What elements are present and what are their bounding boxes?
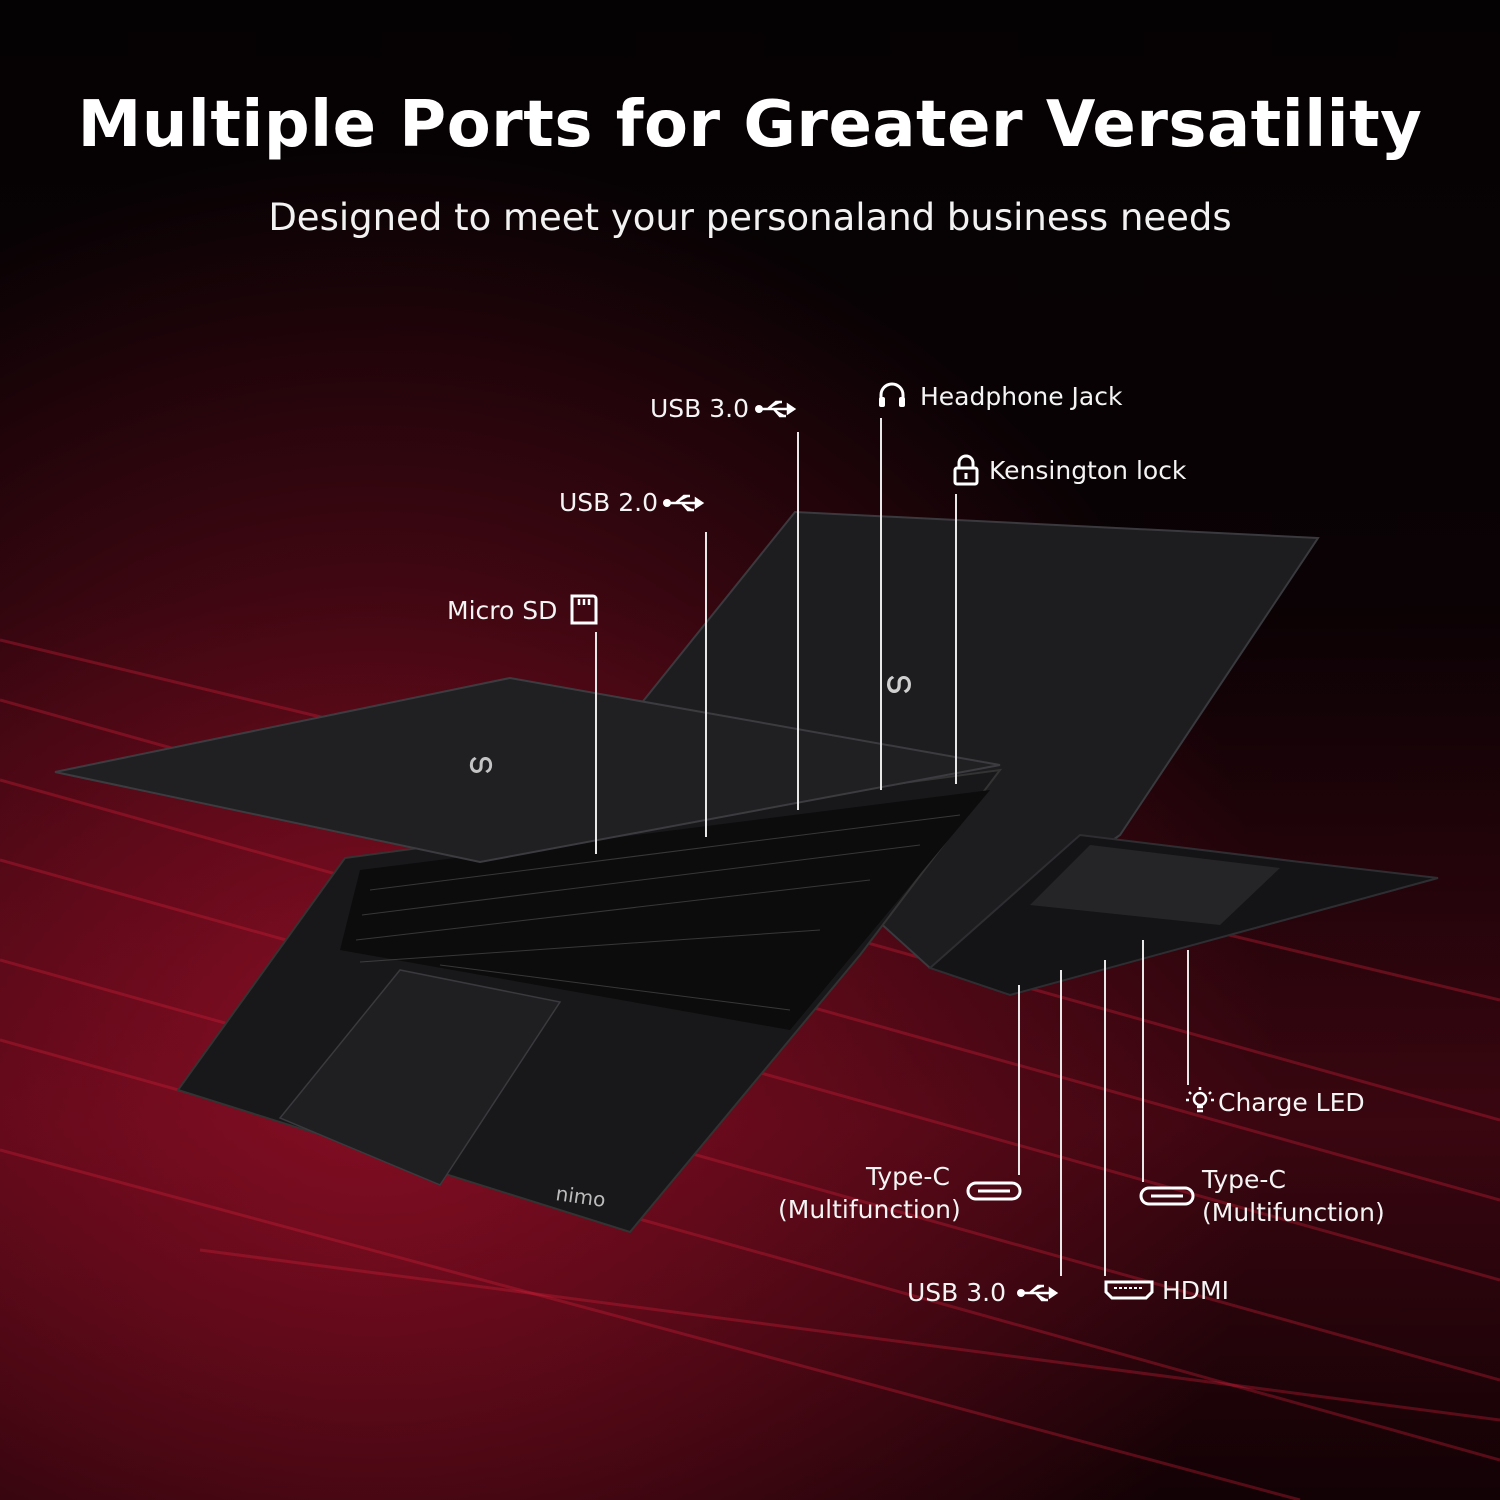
usb-c-icon <box>1139 1186 1195 1206</box>
label-typec-right: Type-C <box>1202 1165 1286 1194</box>
leader-line-headphone <box>880 418 882 790</box>
label-kensington-lock: Kensington lock <box>989 456 1187 485</box>
usb-icon <box>663 494 705 512</box>
hdmi-icon <box>1104 1280 1154 1300</box>
label-typec-right-sub: (Multifunction) <box>1202 1198 1385 1227</box>
usb-icon <box>1017 1284 1059 1302</box>
lock-icon <box>953 454 979 486</box>
back-lid-logo: ഗ <box>885 666 911 699</box>
label-usb20: USB 2.0 <box>559 488 659 517</box>
label-hdmi: HDMI <box>1162 1276 1229 1305</box>
label-usb30-top: USB 3.0 <box>650 394 750 423</box>
sd-card-icon <box>570 594 598 625</box>
leader-line-typec-right <box>1142 940 1144 1182</box>
page-subtitle: Designed to meet your personaland busine… <box>268 196 1232 239</box>
label-charge-led: Charge LED <box>1218 1088 1365 1117</box>
leader-line-usb20 <box>705 532 707 837</box>
page-title: Multiple Ports for Greater Versatility <box>77 88 1423 162</box>
label-typec-left: Type-C <box>866 1162 950 1191</box>
leader-line-usb30-bottom <box>1060 970 1062 1276</box>
bulb-icon <box>1186 1087 1214 1113</box>
leader-line-microsd <box>595 632 597 854</box>
usb-icon <box>755 400 797 418</box>
leader-line-typec-left <box>1018 985 1020 1175</box>
leader-line-hdmi <box>1104 960 1106 1276</box>
leader-line-charge-led <box>1187 950 1189 1085</box>
usb-c-icon <box>966 1181 1022 1201</box>
label-usb30-bottom: USB 3.0 <box>907 1278 1007 1307</box>
label-micro-sd: Micro SD <box>447 596 558 625</box>
leader-line-kensington <box>955 494 957 784</box>
touchpad <box>278 969 562 1186</box>
front-laptop-lid <box>54 676 1001 864</box>
label-typec-left-sub: (Multifunction) <box>778 1195 961 1224</box>
label-headphone-jack: Headphone Jack <box>920 382 1123 411</box>
leader-line-usb30-top <box>797 432 799 810</box>
front-lid-logo: ഗ <box>468 749 493 779</box>
keyboard <box>340 790 990 1030</box>
headphone-icon <box>879 382 905 407</box>
